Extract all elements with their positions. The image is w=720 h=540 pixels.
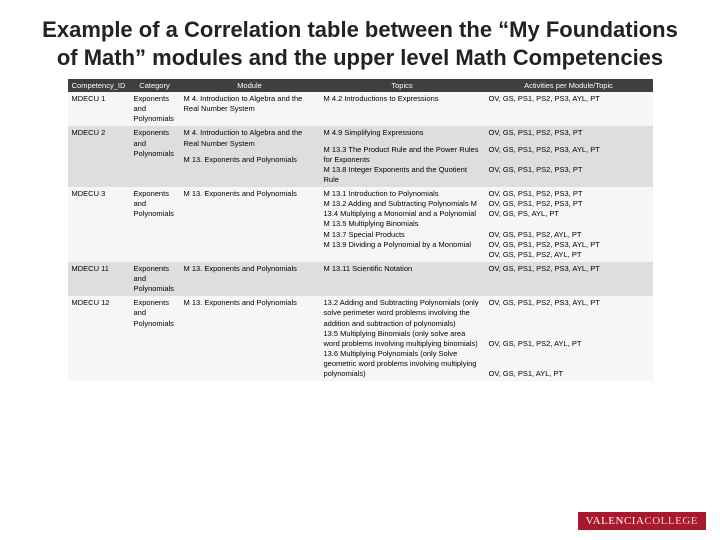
cell-module-item: M 13. Exponents and Polynomials	[184, 155, 316, 165]
cell-activities-item: OV, GS, PS1, PS2, PS3, AYL, PT	[489, 264, 649, 274]
cell-id: MDECU 2	[68, 126, 130, 187]
cell-activities: OV, GS, PS1, PS2, PS3, AYL, PT	[485, 262, 653, 296]
cell-topics-item: M 13.11 Scientific Notation	[324, 264, 481, 274]
table-header-row: Competency_ID Category Module Topics Act…	[68, 79, 653, 92]
valencia-college-logo: VALENCIACOLLEGE	[578, 512, 706, 530]
cell-activities: OV, GS, PS1, PS2, PS3, AYL, PT	[485, 92, 653, 126]
cell-module: M 13. Exponents and Polynomials	[180, 296, 320, 381]
cell-category: Exponents and Polynomials	[130, 187, 180, 262]
cell-module-item: M 13. Exponents and Polynomials	[184, 264, 316, 274]
cell-topics-item: M 13.1 Introduction to Polynomials M 13.…	[324, 189, 481, 250]
col-header-activities: Activities per Module/Topic	[485, 79, 653, 92]
cell-activities-item: OV, GS, PS1, PS2, PS3, PT OV, GS, PS1, P…	[489, 189, 649, 260]
cell-module-item: M 4. Introduction to Algebra and the Rea…	[184, 128, 316, 148]
cell-category: Exponents and Polynomials	[130, 262, 180, 296]
table-row: MDECU 12Exponents and Polynomials M 13. E…	[68, 296, 653, 381]
table-row: MDECU 1Exponents and PolynomialsM 4. Int…	[68, 92, 653, 126]
table-row: MDECU 11Exponents and Polynomials M 13. E…	[68, 262, 653, 296]
cell-topics-item: 13.2 Adding and Subtracting Polynomials …	[324, 298, 481, 379]
cell-topics-item: M 4.9 Simplifying Expressions	[324, 128, 481, 138]
cell-activities-item: OV, GS, PS1, PS2, PS3, PT	[489, 128, 649, 138]
table-row: MDECU 3Exponents and Polynomials M 13. Ex…	[68, 187, 653, 262]
cell-topics: 13.2 Adding and Subtracting Polynomials …	[320, 296, 485, 381]
cell-module-item: M 13. Exponents and Polynomials	[184, 189, 316, 199]
cell-activities: OV, GS, PS1, PS2, PS3, AYL, PT OV, GS, P…	[485, 296, 653, 381]
col-header-id: Competency_ID	[68, 79, 130, 92]
cell-topics-item: M 4.2 Introductions to Expressions	[324, 94, 481, 104]
cell-topics: M 13.1 Introduction to Polynomials M 13.…	[320, 187, 485, 262]
cell-activities-item: OV, GS, PS1, PS2, PS3, AYL, PT	[489, 94, 649, 104]
cell-topics-item: M 13.3 The Product Rule and the Power Ru…	[324, 145, 481, 186]
cell-module-item: M 4. Introduction to Algebra and the Rea…	[184, 94, 316, 114]
col-header-module: Module	[180, 79, 320, 92]
cell-topics: M 4.2 Introductions to Expressions	[320, 92, 485, 126]
cell-id: MDECU 1	[68, 92, 130, 126]
page-title: Example of a Correlation table between t…	[0, 0, 720, 79]
cell-category: Exponents and Polynomials	[130, 92, 180, 126]
cell-module: M 13. Exponents and Polynomials	[180, 187, 320, 262]
cell-id: MDECU 12	[68, 296, 130, 381]
cell-module: M 13. Exponents and Polynomials	[180, 262, 320, 296]
cell-module: M 4. Introduction to Algebra and the Rea…	[180, 92, 320, 126]
correlation-table: Competency_ID Category Module Topics Act…	[68, 79, 653, 381]
cell-category: Exponents and Polynomials	[130, 296, 180, 381]
col-header-category: Category	[130, 79, 180, 92]
cell-activities: OV, GS, PS1, PS2, PS3, PT OV, GS, PS1, PS…	[485, 126, 653, 187]
cell-module: M 4. Introduction to Algebra and the Rea…	[180, 126, 320, 187]
logo-text-2: COLLEGE	[644, 515, 698, 527]
cell-topics: M 4.9 Simplifying Expressions M 13.3 The …	[320, 126, 485, 187]
cell-id: MDECU 3	[68, 187, 130, 262]
cell-id: MDECU 11	[68, 262, 130, 296]
cell-module-item: M 13. Exponents and Polynomials	[184, 298, 316, 308]
cell-activities-item: OV, GS, PS1, PS2, PS3, AYL, PT OV, GS, P…	[489, 145, 649, 175]
cell-activities-item: OV, GS, PS1, PS2, PS3, AYL, PT OV, GS, P…	[489, 298, 649, 379]
logo-text-1: VALENCIA	[586, 515, 645, 527]
col-header-topics: Topics	[320, 79, 485, 92]
cell-activities: OV, GS, PS1, PS2, PS3, PT OV, GS, PS1, P…	[485, 187, 653, 262]
cell-category: Exponents and Polynomials	[130, 126, 180, 187]
cell-topics: M 13.11 Scientific Notation	[320, 262, 485, 296]
table-row: MDECU 2Exponents and PolynomialsM 4. Int…	[68, 126, 653, 187]
